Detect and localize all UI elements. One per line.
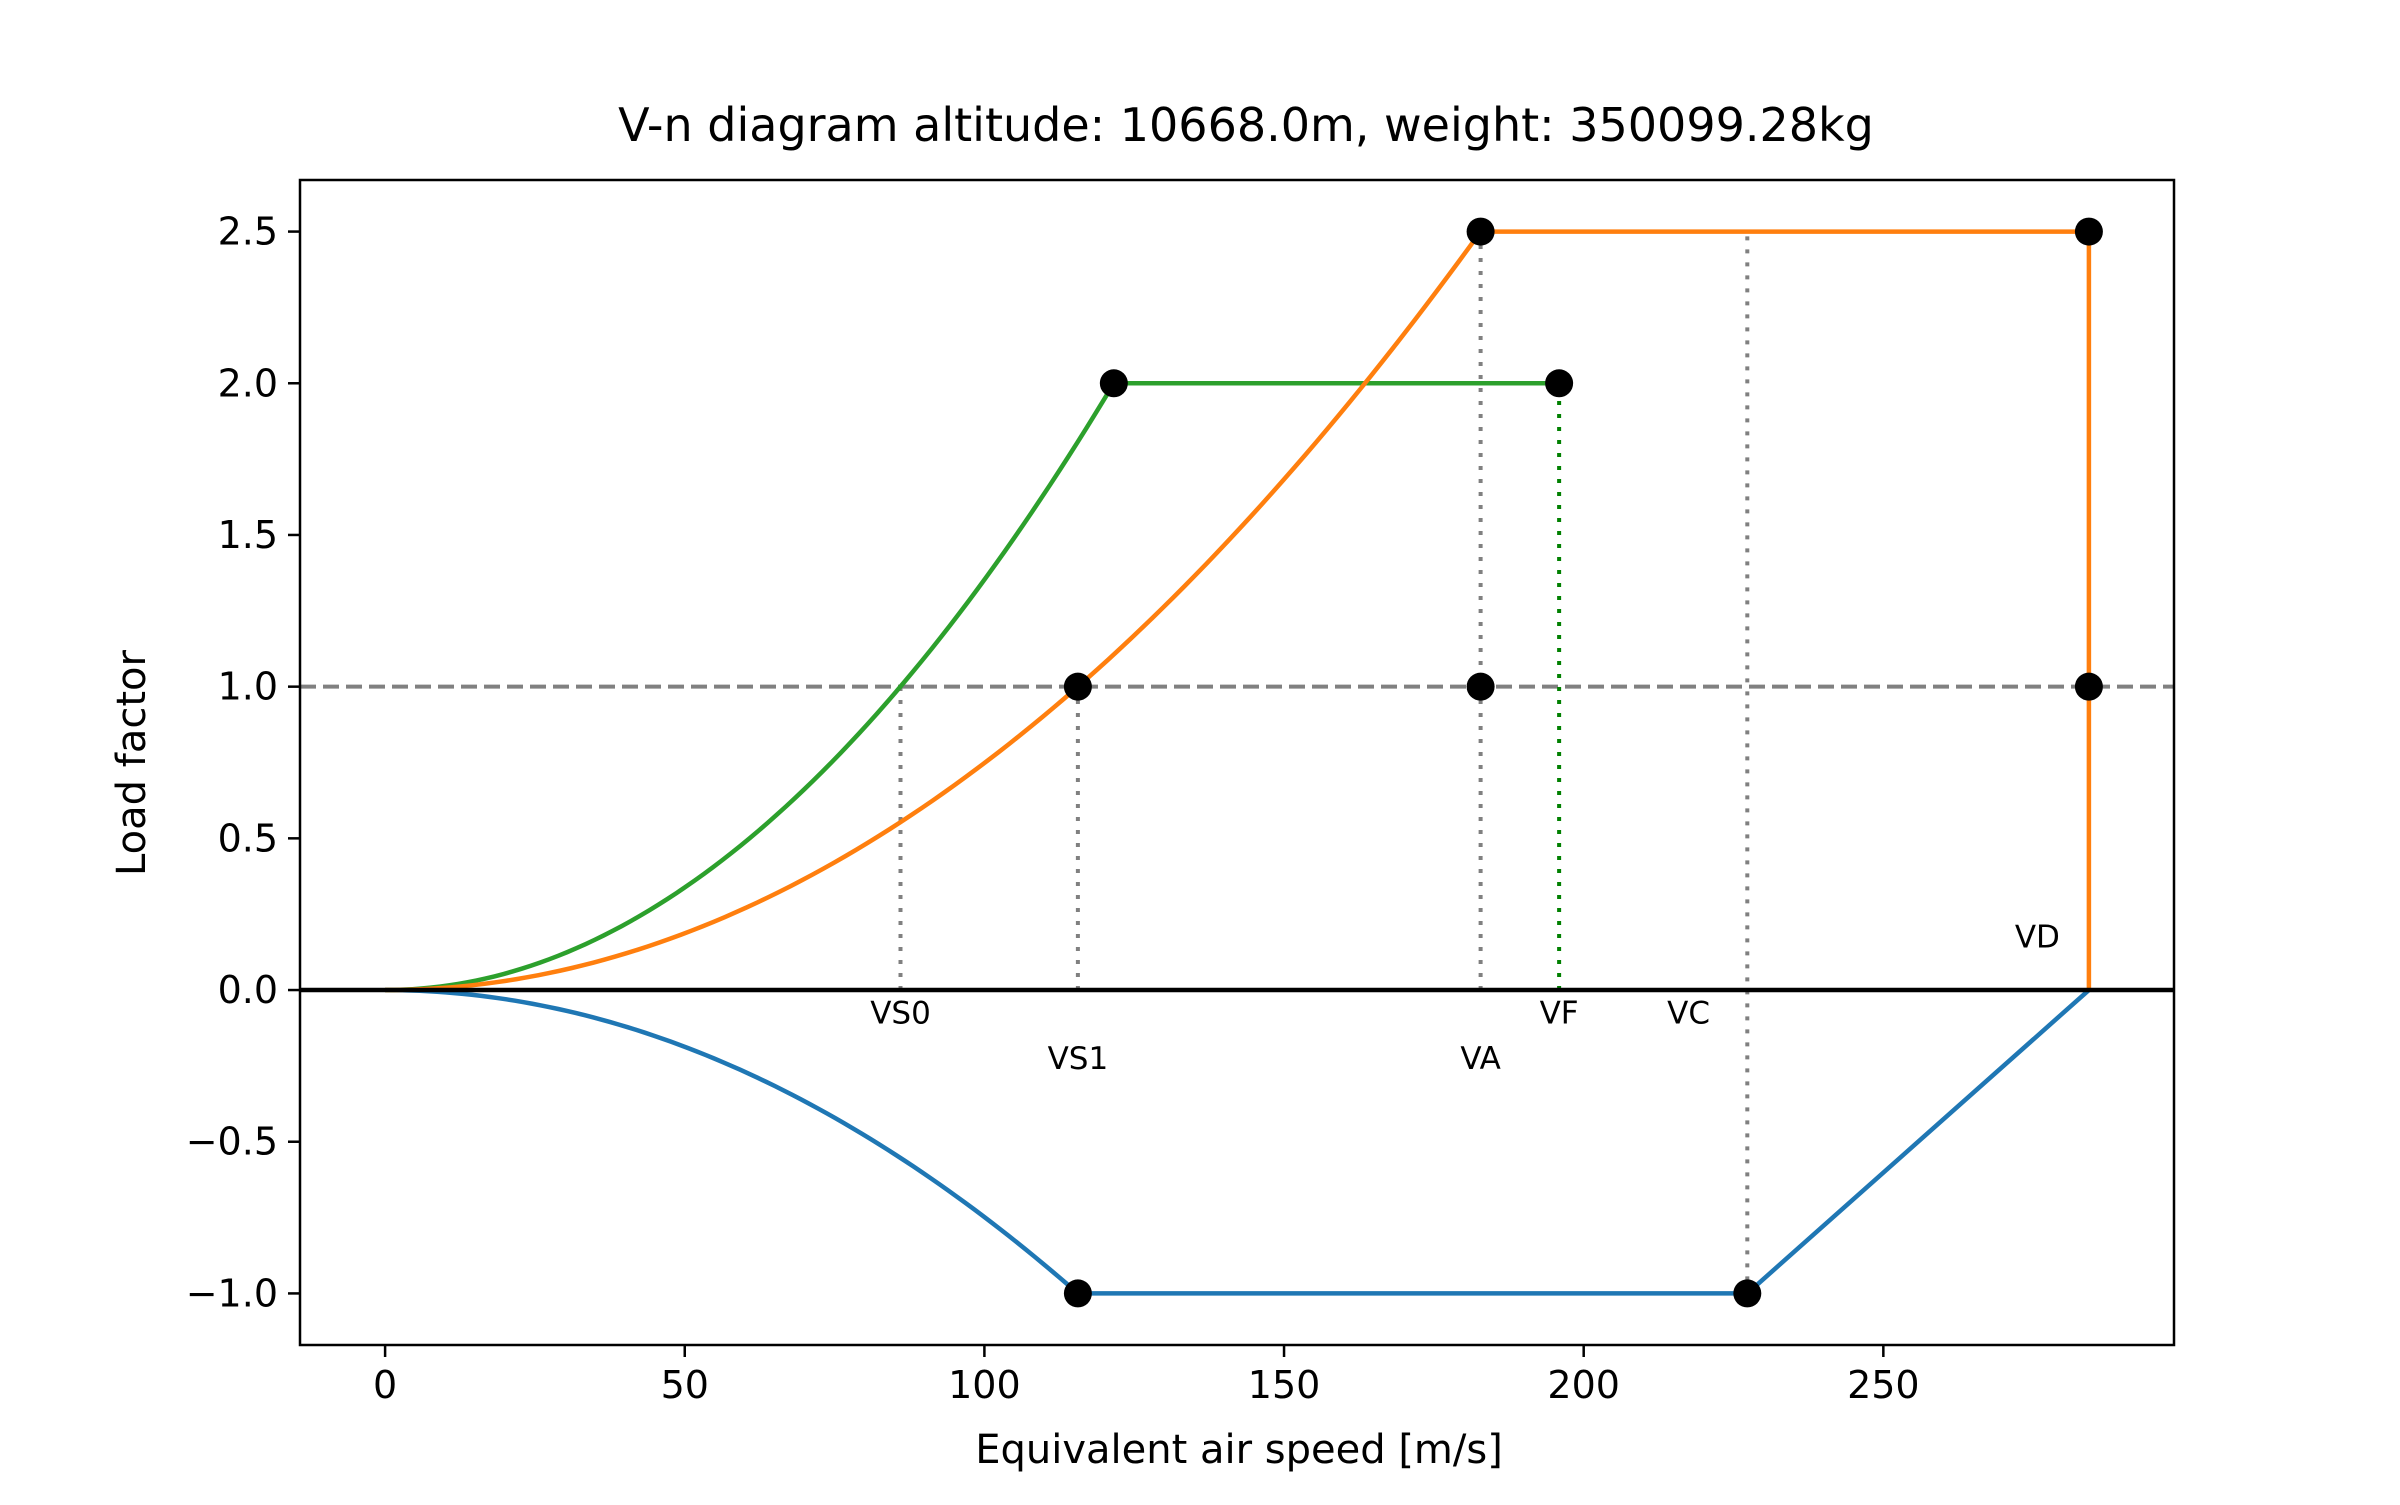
y-tick-label: 0.0 [218, 968, 278, 1012]
envelope-point [1733, 1279, 1762, 1308]
x-tick-label: 200 [1547, 1363, 1620, 1407]
axes-frame [298, 178, 2176, 1347]
plot-area: VS0 VS1 VA VF VC VD [300, 217, 2174, 1308]
speed-label-vs0: VS0 [870, 995, 931, 1031]
speed-label-vf: VF [1540, 995, 1579, 1031]
negative-envelope-line [385, 987, 2091, 1296]
x-tick-label: 150 [1248, 1363, 1321, 1407]
speed-label-va: VA [1460, 1041, 1500, 1077]
x-tick-label: 100 [948, 1363, 1021, 1407]
envelope-point [2074, 217, 2103, 246]
envelope-point [1063, 672, 1092, 701]
envelope-point [2074, 672, 2103, 701]
x-axis-label: Equivalent air speed [m/s] [975, 1427, 1503, 1473]
y-tick-label: 2.0 [218, 361, 278, 405]
envelope-point [1063, 1279, 1092, 1308]
envelope-point [1466, 217, 1495, 246]
speed-label-vs1: VS1 [1048, 1041, 1109, 1077]
x-tick-label: 250 [1847, 1363, 1920, 1407]
chart-title: V-n diagram altitude: 10668.0m, weight: … [618, 98, 1874, 152]
envelope-point [1099, 369, 1128, 398]
envelope-point [1466, 672, 1495, 701]
flaps-envelope-line [385, 381, 1560, 993]
y-tick-label: 0.5 [218, 816, 278, 860]
y-tick-label: 1.5 [218, 513, 278, 557]
speed-label-vd: VD [2015, 920, 2060, 956]
x-tick-label: 0 [373, 1363, 397, 1407]
y-axis-label: Load factor [109, 650, 155, 876]
y-tick-label: −1.0 [186, 1271, 278, 1315]
y-tick-label: −0.5 [186, 1120, 278, 1164]
speed-label-vc: VC [1667, 995, 1710, 1031]
axis-ticks: 0 50 100 150 200 250 −1.0 −0.5 0.0 0.5 1.0 1.5 2.0 2.… [186, 210, 1920, 1407]
y-tick-label: 2.5 [218, 210, 278, 254]
clean-envelope-line [385, 229, 2092, 993]
envelope-point [1545, 369, 1574, 398]
x-tick-label: 50 [661, 1363, 709, 1407]
y-tick-label: 1.0 [218, 665, 278, 709]
